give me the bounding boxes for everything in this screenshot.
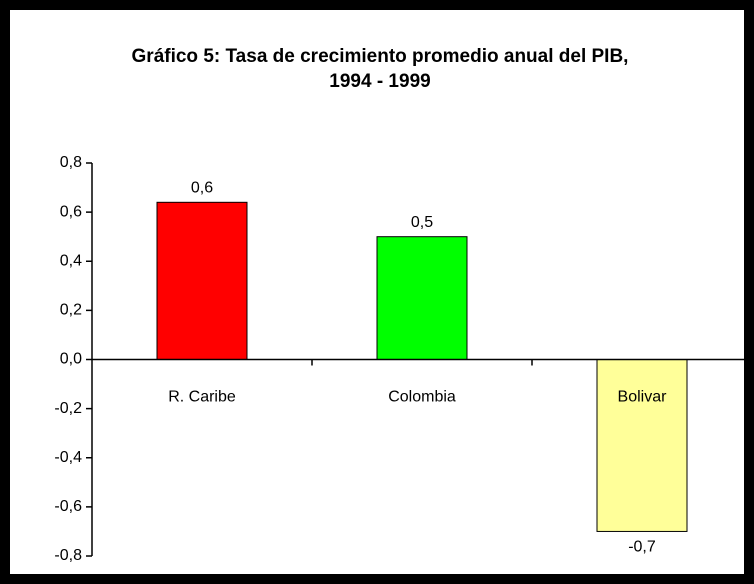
y-tick-label: -0,6 bbox=[54, 498, 82, 515]
bar bbox=[376, 236, 468, 360]
y-tick-label: -0,2 bbox=[54, 400, 82, 417]
value-label: -0,7 bbox=[628, 539, 656, 556]
x-tick-label: R. Caribe bbox=[168, 389, 236, 406]
bar bbox=[156, 201, 248, 360]
y-tick-label: 0,6 bbox=[60, 203, 82, 220]
y-tick-label: 0,0 bbox=[60, 351, 82, 368]
chart-title: 1994 - 1999 bbox=[329, 71, 430, 92]
y-tick-label: -0,4 bbox=[54, 449, 82, 466]
x-tick-label: Bolivar bbox=[618, 389, 668, 406]
y-tick-label: 0,8 bbox=[60, 154, 82, 171]
y-tick-label: 0,4 bbox=[60, 252, 82, 269]
y-tick-label: -0,8 bbox=[54, 547, 82, 564]
chart-title: Gráfico 5: Tasa de crecimiento promedio … bbox=[132, 46, 629, 67]
bar bbox=[596, 359, 688, 532]
y-tick-label: 0,2 bbox=[60, 302, 82, 319]
value-label: 0,6 bbox=[191, 180, 213, 197]
x-tick-label: Colombia bbox=[388, 389, 456, 406]
value-label: 0,5 bbox=[411, 214, 433, 231]
